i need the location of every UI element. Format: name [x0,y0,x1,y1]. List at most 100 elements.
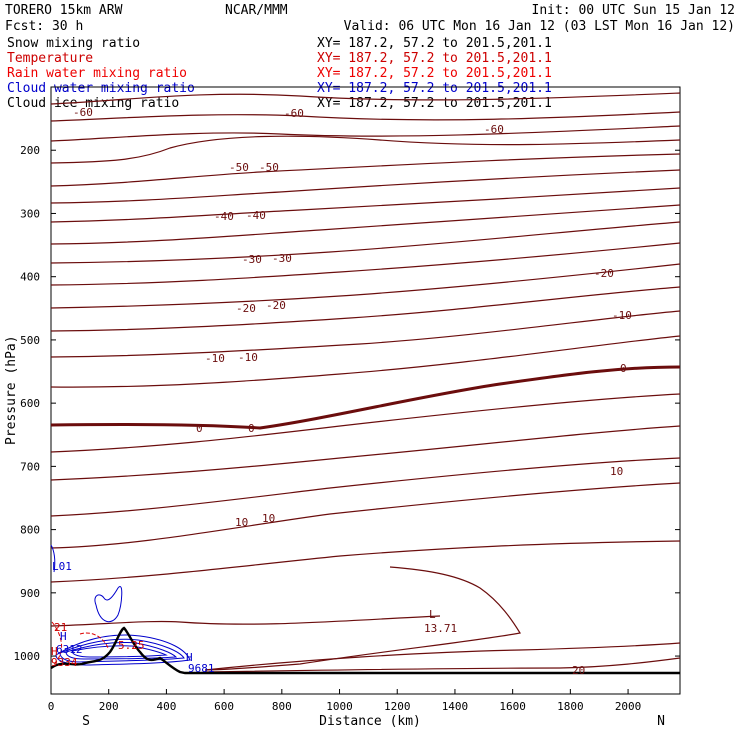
cloud-water-label: 9681 [188,662,215,675]
x-axis-title: Distance (km) [319,714,421,729]
x-tick-label: 600 [214,700,234,713]
valid-time: Valid: 06 UTC Mon 16 Jan 12 (03 LST Mon … [344,19,735,34]
cloud-water-contour [94,585,123,623]
legend-snow-xy: XY= 187.2, 57.2 to 201.5,201.1 [317,36,552,51]
center-label: NCAR/MMM [225,3,288,18]
legend-rain-xy: XY= 187.2, 57.2 to 201.5,201.1 [317,66,552,81]
x-axis: 0 200 400 600 800 1000 1200 1400 1600 1800 2000 [48,689,642,713]
y-tick-label: 500 [20,334,40,347]
y-tick-label: 400 [20,271,40,284]
isotherm [204,657,681,673]
x-tick-label: 200 [99,700,119,713]
contour-label: -30 [242,253,262,266]
isotherm [50,242,681,286]
cloud-water-contour [50,544,56,573]
cloud-water-contour [71,645,168,658]
isotherm [50,615,441,627]
model-title: TORERO 15km ARW [5,3,123,18]
isotherm [204,566,521,671]
isotherm [204,642,681,671]
isotherm [50,221,681,264]
rain-label: 5.25 [118,639,145,652]
contour-label: -50 [259,161,279,174]
contour-label: -10 [238,351,258,364]
contour-label: 0 [620,362,627,375]
contour-label: -50 [229,161,249,174]
isotherm [50,111,681,122]
contour-label: 10 [262,512,275,525]
contour-labels: -60 -60 -60 -50 -50 -40 -40 -30 -30 -20 … [73,106,632,677]
cloud-water-label: H [186,651,193,664]
legend-cloud-water: Cloud water mixing ratio [7,81,195,96]
contour-label: -40 [214,210,234,223]
terrain-line [50,626,680,675]
x-tick-label: 1200 [384,700,411,713]
contour-label: -60 [284,107,304,120]
isotherm [50,263,681,309]
cloud-water-label: 6312 [56,643,83,656]
isotherm [50,482,681,549]
contour-label: -40 [246,209,266,222]
x-tick-label: 1600 [499,700,526,713]
cloud-water-contour [59,638,185,663]
y-tick-label: 800 [20,524,40,537]
rain-contours [51,621,109,669]
left-endpoint-label: S [82,714,90,729]
legend-temperature-xy: XY= 187.2, 57.2 to 201.5,201.1 [317,51,552,66]
contour-label: 10 [235,516,248,529]
contour-label: 0 [248,422,255,435]
isotherm [50,135,681,164]
y-tick-label: 300 [20,207,40,220]
isotherms [50,92,681,673]
cloud-water-labels: L01 H 6312 H 9681 [52,560,215,675]
isotherm [50,187,681,223]
cloud-water-label: L01 [52,560,72,573]
rain-labels: 21 H 9334 5.25 [51,621,145,669]
y-tick-label: 700 [20,460,40,473]
contour-label: 0 [196,422,203,435]
minimum-marker: L [429,608,436,621]
x-tick-label: 800 [272,700,292,713]
isotherm [50,425,681,481]
right-endpoint-label: N [657,714,665,729]
contour-label: -10 [205,352,225,365]
x-tick-label: 2000 [615,700,642,713]
contour-label: -60 [73,106,93,119]
y-tick-label: 600 [20,397,40,410]
x-tick-label: 0 [48,700,55,713]
isotherm [50,310,681,358]
rain-label: 21 [54,621,67,634]
rain-label: H [51,645,58,658]
x-tick-label: 1000 [326,700,353,713]
legend-cloud-water-xy: XY= 187.2, 57.2 to 201.5,201.1 [317,81,552,96]
x-tick-label: 1800 [557,700,584,713]
isotherm [50,457,681,517]
contour-label: 10 [610,465,623,478]
zero-isotherm [50,365,681,430]
x-tick-label: 1400 [442,700,469,713]
minimum-value: 13.71 [424,622,457,635]
contour-label: -10 [612,309,632,322]
x-tick-label: 400 [156,700,176,713]
cloud-water-contour [65,642,178,660]
rain-label: 9334 [51,656,78,669]
cloud-water-label: H [60,630,67,643]
contour-label: -30 [272,252,292,265]
legend-cloud-ice: Cloud ice mixing ratio [7,96,179,111]
y-tick-label: 200 [20,144,40,157]
isotherm [50,125,681,142]
rain-contour [79,632,109,649]
y-tick-label: 1000 [14,650,41,663]
isotherm [50,335,681,388]
y-axis-title: Pressure (hPa) [4,335,19,445]
contour-label: -60 [484,123,504,136]
legend-rain: Rain water mixing ratio [7,66,187,81]
plot-frame [50,86,681,695]
contour-label: 20 [572,664,585,677]
isotherm [50,92,681,105]
contour-label: -20 [594,267,614,280]
legend-temperature: Temperature [7,51,93,66]
legend-snow: Snow mixing ratio [7,36,140,51]
